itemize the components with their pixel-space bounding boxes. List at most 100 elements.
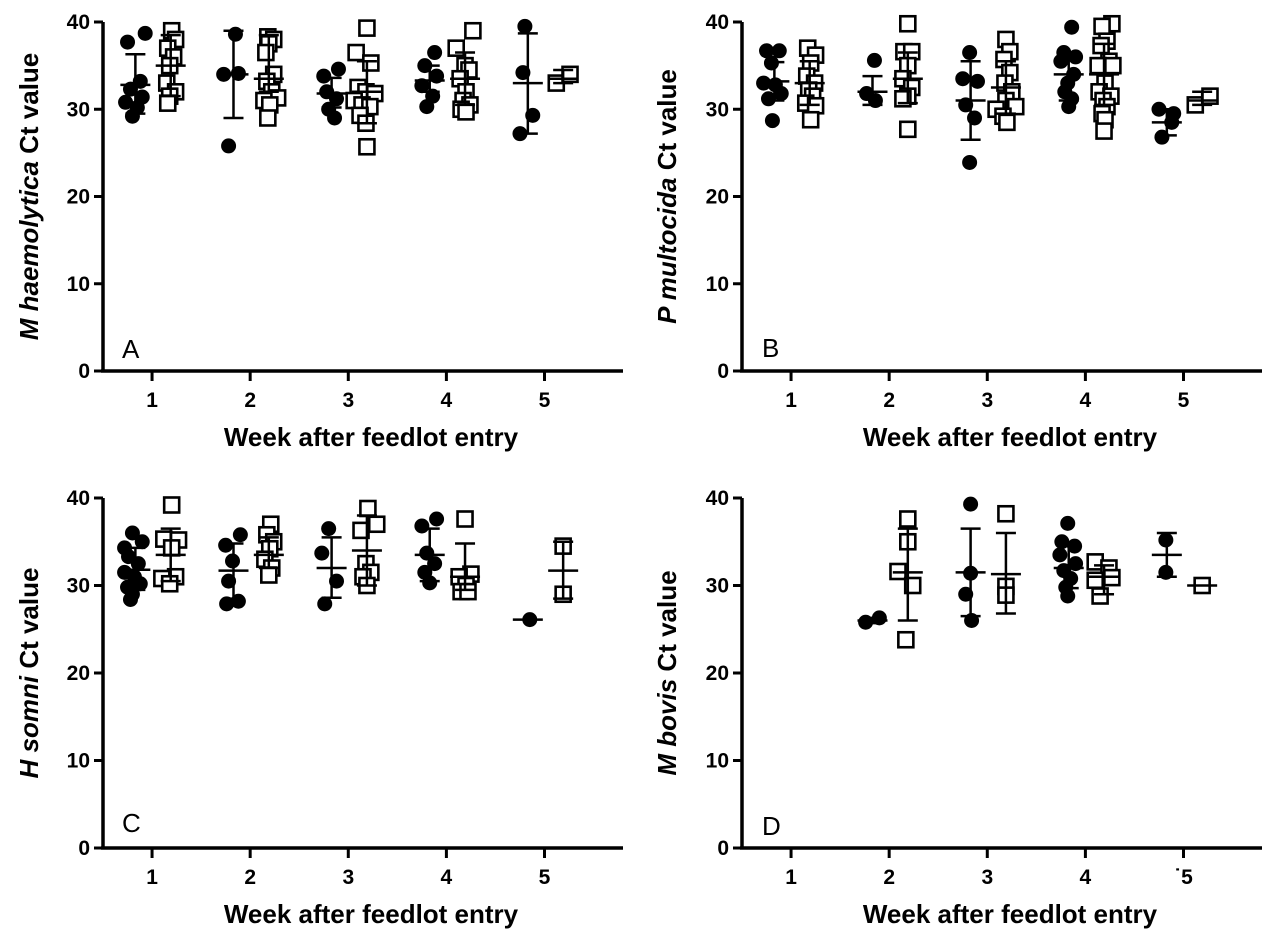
data-point bbox=[260, 566, 278, 584]
x-tick-label: 2 bbox=[883, 389, 895, 412]
data-point bbox=[756, 75, 772, 91]
data-point bbox=[259, 109, 277, 127]
data-point bbox=[760, 91, 776, 107]
data-point bbox=[120, 34, 136, 50]
x-tick-label: 3 bbox=[981, 389, 993, 412]
x-axis-label: Week after feedlot entry bbox=[863, 422, 1158, 452]
x-axis-label: Week after feedlot entry bbox=[224, 899, 519, 929]
x-axis-label: Week after feedlot entry bbox=[224, 422, 519, 452]
data-point bbox=[464, 21, 482, 40]
series-filled-circles bbox=[756, 19, 1182, 170]
series-filled-circles bbox=[117, 511, 543, 628]
data-point bbox=[352, 521, 370, 540]
data-point bbox=[118, 94, 134, 110]
y-tick-label: 30 bbox=[706, 98, 729, 121]
data-point bbox=[1092, 36, 1110, 55]
x-tick-label: 1 bbox=[146, 389, 158, 412]
data-point bbox=[1061, 99, 1077, 115]
data-point bbox=[897, 630, 915, 649]
series-filled-circles bbox=[118, 18, 543, 154]
y-tick-label: 0 bbox=[717, 837, 729, 860]
x-tick-label: 3 bbox=[981, 866, 993, 889]
series-open-squares bbox=[794, 14, 1219, 140]
x-tick-label: 1 bbox=[785, 389, 797, 412]
data-point bbox=[1104, 56, 1122, 75]
y-tick-label: 40 bbox=[67, 487, 90, 510]
data-point bbox=[134, 89, 150, 105]
y-axis-label-organism: P multocida bbox=[652, 177, 682, 323]
data-point bbox=[801, 110, 820, 129]
panel-letter: D bbox=[762, 811, 781, 841]
x-tick-label: 2 bbox=[244, 866, 256, 889]
y-tick-label: 20 bbox=[706, 186, 729, 209]
data-point bbox=[227, 26, 243, 42]
data-point bbox=[1093, 17, 1111, 36]
data-point bbox=[232, 527, 248, 543]
data-point bbox=[327, 110, 343, 126]
data-point bbox=[955, 71, 971, 87]
data-point bbox=[457, 103, 475, 121]
y-tick-label: 40 bbox=[706, 11, 729, 34]
y-tick-label: 20 bbox=[706, 662, 729, 685]
data-point bbox=[773, 86, 789, 102]
data-point bbox=[517, 18, 533, 34]
data-point bbox=[764, 113, 780, 129]
x-axis-label: Week after feedlot entry bbox=[863, 899, 1158, 929]
y-axis-label: H somni Ct value bbox=[14, 568, 44, 779]
panel-letter: A bbox=[122, 334, 140, 364]
x-tick-label: 2 bbox=[244, 389, 256, 412]
data-point bbox=[1091, 587, 1109, 605]
y-tick-label: 10 bbox=[67, 750, 90, 773]
data-point bbox=[414, 518, 430, 534]
data-point bbox=[321, 521, 337, 537]
data-point bbox=[427, 45, 443, 61]
x-tick-label: 4 bbox=[1080, 866, 1092, 889]
data-point bbox=[359, 499, 377, 518]
data-point bbox=[122, 592, 138, 607]
y-tick-label: 40 bbox=[706, 487, 729, 510]
data-point bbox=[347, 43, 365, 62]
data-point bbox=[419, 99, 435, 115]
data-point bbox=[899, 120, 917, 139]
data-point bbox=[221, 138, 237, 154]
x-tick-label: 2 bbox=[883, 866, 895, 889]
y-axis-label-unit: Ct value bbox=[14, 53, 44, 161]
x-tick-label: ˙5 bbox=[1174, 866, 1193, 889]
y-tick-label: 10 bbox=[706, 750, 729, 773]
data-point bbox=[362, 54, 380, 72]
y-axis-label-organism: H somni bbox=[14, 675, 44, 778]
x-tick-label: 3 bbox=[342, 866, 354, 889]
data-point bbox=[962, 45, 978, 61]
panel-letter: B bbox=[762, 333, 779, 363]
panel-c: 0 10 20 30 40 1 2 3 4 5 Week after feedlot entry H … bbox=[14, 487, 623, 929]
x-tick-label: 4 bbox=[441, 389, 453, 412]
data-point bbox=[899, 510, 917, 528]
y-tick-label: 0 bbox=[78, 360, 90, 383]
y-axis-label-unit: Ct value bbox=[652, 570, 682, 678]
y-axis-label-unit: Ct value bbox=[14, 568, 44, 676]
data-point bbox=[314, 545, 330, 561]
x-tick-label: 3 bbox=[342, 389, 354, 412]
y-axis-label: P multocida Ct value bbox=[652, 69, 682, 324]
data-point bbox=[771, 43, 787, 59]
data-point bbox=[456, 510, 474, 528]
data-point bbox=[1064, 19, 1080, 35]
data-point bbox=[459, 582, 477, 601]
y-tick-label: 0 bbox=[78, 837, 90, 860]
data-point bbox=[330, 61, 346, 77]
data-point bbox=[316, 68, 332, 84]
panel-letter: C bbox=[122, 808, 141, 838]
y-tick-label: 40 bbox=[67, 11, 90, 34]
data-point bbox=[969, 73, 985, 89]
x-tick-label: 5 bbox=[539, 866, 551, 889]
panel-a: 0 10 20 30 40 1 2 3 4 5 Week after feedlot entry M … bbox=[14, 11, 623, 452]
data-point bbox=[1068, 49, 1084, 65]
x-tick-label: 5 bbox=[1178, 389, 1190, 412]
data-point bbox=[134, 534, 150, 550]
y-axis-label-unit: Ct value bbox=[652, 69, 682, 177]
data-point bbox=[367, 515, 386, 534]
data-point bbox=[998, 113, 1016, 132]
y-tick-label: 30 bbox=[67, 575, 90, 598]
data-point bbox=[1053, 53, 1069, 69]
data-point bbox=[997, 504, 1015, 523]
